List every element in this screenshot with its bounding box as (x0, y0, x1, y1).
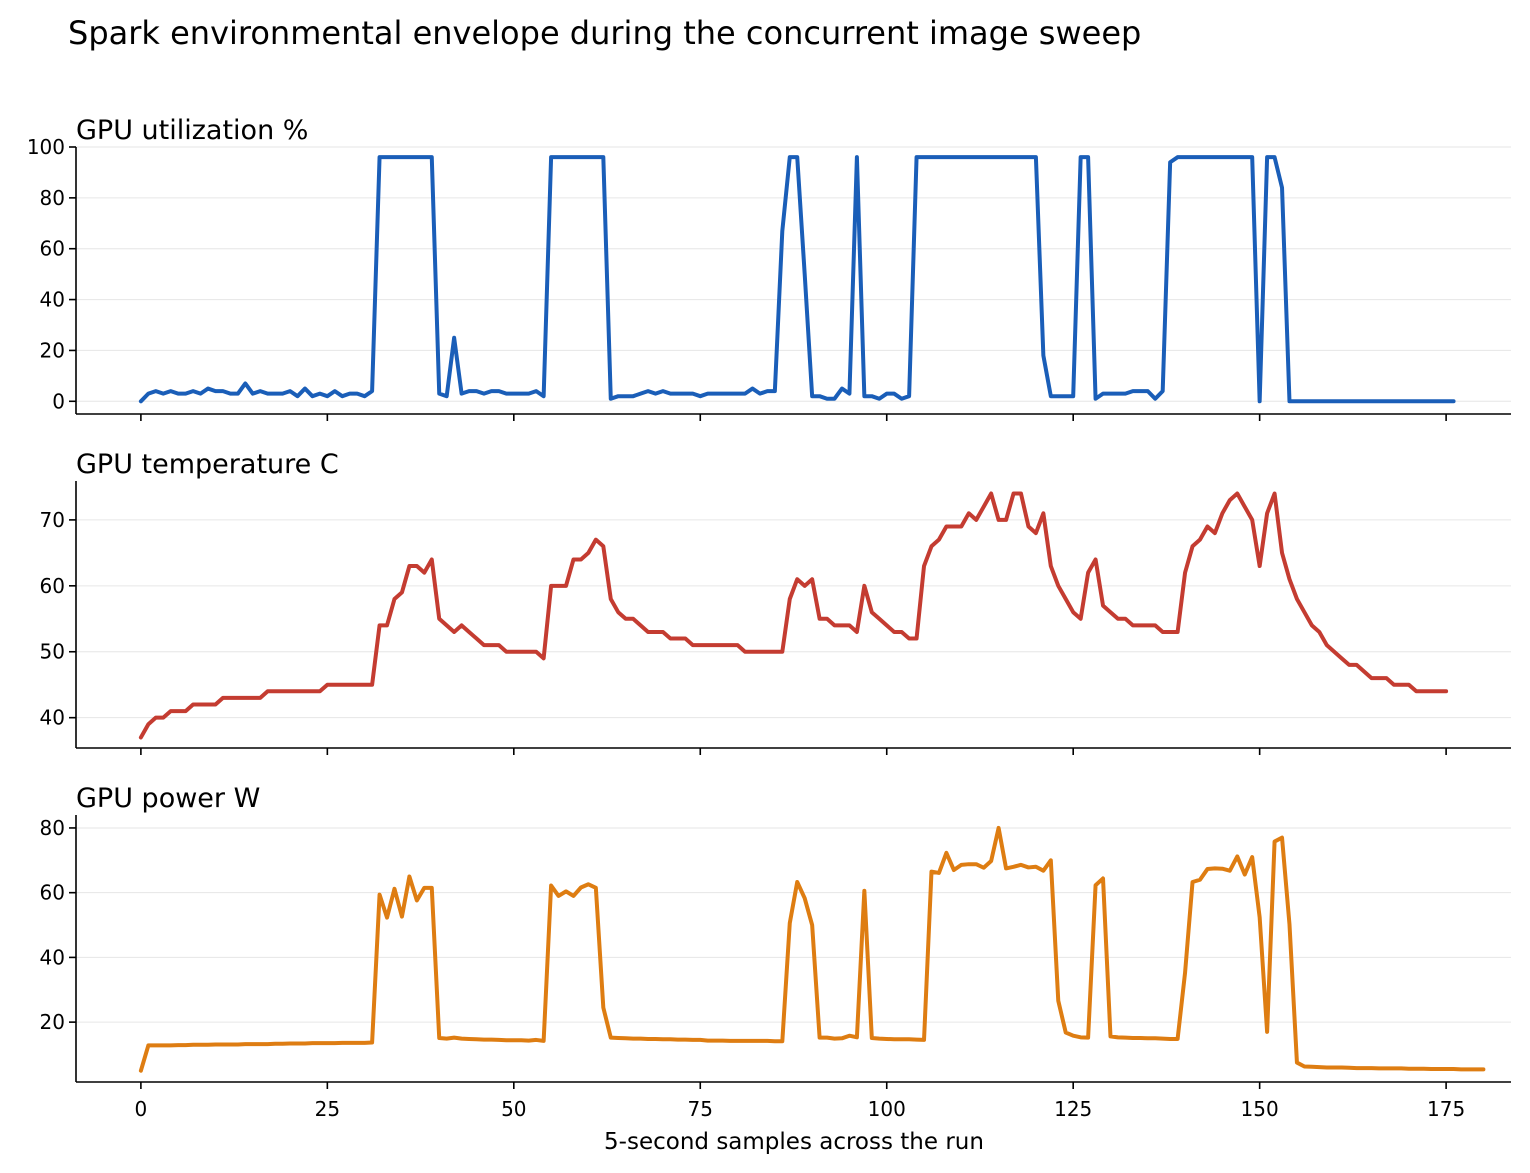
y-ticks-utilization: 0 20 40 60 80 100 (27, 135, 76, 413)
y-tick-label-power: 60 (40, 881, 65, 905)
panel-title-utilization: GPU utilization % (76, 115, 308, 146)
series-line-power (138, 825, 1486, 1073)
axes-utilization (75, 147, 1511, 415)
x-tick-label: 50 (501, 1097, 526, 1121)
x-tick-label: 0 (135, 1097, 148, 1121)
chart-suptitle: Spark environmental envelope during the … (68, 14, 1141, 52)
series-power (138, 825, 1486, 1073)
y-tick-label-utilization: 20 (40, 338, 65, 362)
series-line-temperature (138, 491, 1449, 740)
x-ticks-temperature (140, 748, 1447, 755)
grid-power (76, 827, 1511, 1023)
x-tick-label: 75 (688, 1097, 713, 1121)
series-temperature (138, 491, 1449, 740)
x-ticks-utilization (140, 414, 1447, 421)
grid-temperature (76, 519, 1511, 719)
y-tick-label-temperature: 60 (40, 574, 65, 598)
series-utilization (138, 155, 1456, 404)
x-tick-label: 125 (1054, 1097, 1092, 1121)
y-ticks-power: 20 40 60 80 (40, 816, 76, 1034)
panel-gpu-utilization: GPU utilization % 0 20 40 60 80 100 (27, 115, 1511, 421)
y-tick-label-temperature: 70 (40, 508, 65, 532)
y-tick-label-power: 80 (40, 816, 65, 840)
panel-gpu-temperature: GPU temperature C 40 50 60 70 (40, 449, 1511, 755)
y-ticks-temperature: 40 50 60 70 (40, 508, 76, 730)
y-tick-label-utilization: 100 (27, 135, 65, 159)
x-tick-label: 175 (1427, 1097, 1465, 1121)
panel-title-power: GPU power W (76, 783, 260, 814)
axes-power (75, 815, 1511, 1083)
x-ticks-power: 0 25 50 75 100 125 150 175 (135, 1082, 1465, 1121)
x-tick-label: 150 (1241, 1097, 1279, 1121)
x-tick-label: 25 (315, 1097, 340, 1121)
x-axis-label: 5-second samples across the run (604, 1129, 984, 1155)
y-tick-label-utilization: 60 (40, 237, 65, 261)
y-tick-label-temperature: 40 (40, 706, 65, 730)
y-tick-label-power: 40 (40, 945, 65, 969)
x-tick-label: 100 (868, 1097, 906, 1121)
y-tick-label-utilization: 80 (40, 186, 65, 210)
y-tick-label-utilization: 0 (52, 389, 65, 413)
y-tick-label-power: 20 (40, 1010, 65, 1034)
grid-utilization (76, 146, 1511, 402)
series-line-utilization (138, 155, 1456, 404)
y-tick-label-temperature: 50 (40, 640, 65, 664)
axes-temperature (75, 481, 1511, 749)
y-tick-label-utilization: 40 (40, 288, 65, 312)
panel-gpu-power: GPU power W 20 40 60 80 0 25 50 75 100 125 150 175 (40, 783, 1511, 1121)
panel-title-temperature: GPU temperature C (76, 449, 339, 480)
